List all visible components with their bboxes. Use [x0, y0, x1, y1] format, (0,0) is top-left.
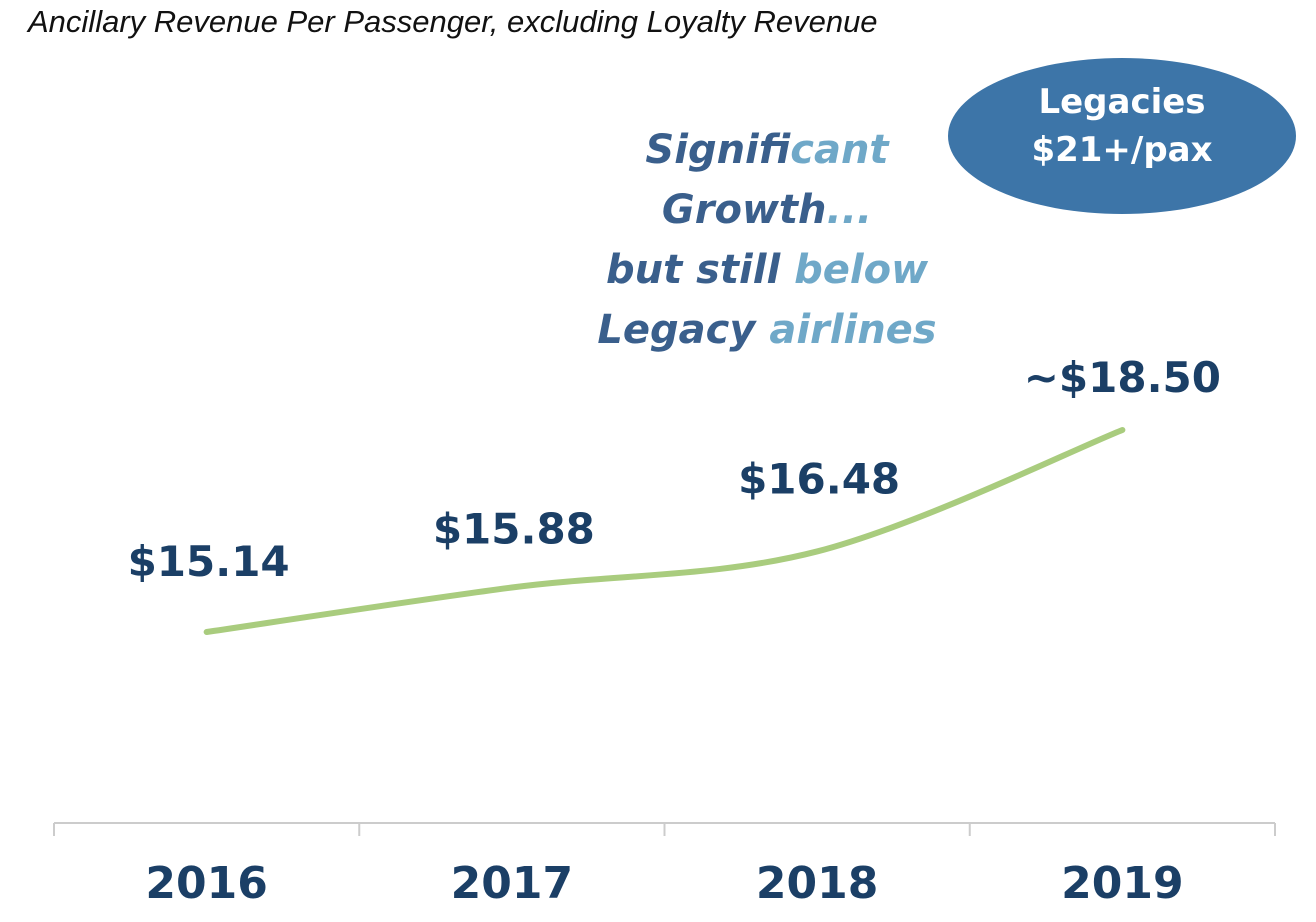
x-tick-label-2019: 2019: [1061, 858, 1183, 909]
chart-title: Ancillary Revenue Per Passenger, excludi…: [28, 4, 878, 39]
callout-line-2: $21+/pax: [1031, 130, 1213, 170]
callout-line-1: Legacies: [1038, 82, 1206, 122]
data-label-2019: ~$18.50: [1024, 353, 1221, 402]
data-label-2016: $15.14: [128, 537, 290, 586]
growth-annotation: Significant Growth... but still below Le…: [560, 120, 974, 360]
annotation-line-4-light: airlines: [769, 307, 937, 353]
x-tick-label-2016: 2016: [145, 858, 267, 909]
x-tick-label-2017: 2017: [451, 858, 573, 909]
annotation-line-1-dark: Signifi: [645, 127, 791, 173]
x-tick-label-2018: 2018: [756, 858, 878, 909]
annotation-line-4-dark: Legacy: [597, 307, 770, 353]
legacies-callout-text: Legacies $21+/pax: [948, 78, 1296, 174]
annotation-line-2-light: ...: [826, 187, 873, 233]
data-label-2018: $16.48: [738, 454, 900, 503]
annotation-line-4: Legacy airlines: [560, 300, 974, 360]
data-label-2017: $15.88: [433, 505, 595, 554]
annotation-line-3-dark: but still: [605, 247, 795, 293]
annotation-line-3: but still below: [560, 240, 974, 300]
legacies-callout: [948, 58, 1296, 214]
annotation-line-3-light: below: [794, 247, 929, 293]
series-line: [203, 427, 1126, 635]
annotation-line-1-light: cant: [790, 127, 889, 173]
annotation-line-2-dark: Growth: [661, 187, 827, 233]
annotation-line-1: Significant: [560, 120, 974, 180]
annotation-line-2: Growth...: [560, 180, 974, 240]
